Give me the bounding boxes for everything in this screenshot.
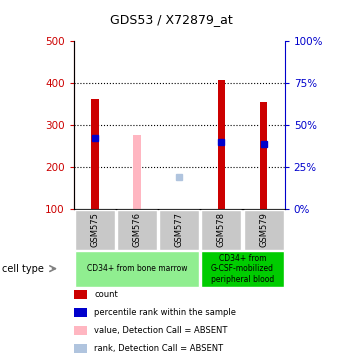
Bar (260, 102, 268, 209)
Text: GSM576: GSM576 (132, 212, 142, 247)
Text: GSM575: GSM575 (90, 212, 99, 247)
Bar (217, 80, 225, 209)
Text: percentile rank within the sample: percentile rank within the sample (94, 308, 236, 317)
Bar (91, 99, 99, 209)
Text: GSM577: GSM577 (175, 212, 184, 247)
Text: rank, Detection Call = ABSENT: rank, Detection Call = ABSENT (94, 343, 223, 353)
Text: GDS53 / X72879_at: GDS53 / X72879_at (110, 13, 233, 26)
Text: value, Detection Call = ABSENT: value, Detection Call = ABSENT (94, 326, 228, 335)
Text: CD34+ from bone marrow: CD34+ from bone marrow (87, 264, 187, 273)
Text: GSM579: GSM579 (259, 212, 268, 247)
Text: cell type: cell type (2, 263, 44, 274)
Text: count: count (94, 290, 118, 299)
Text: CD34+ from
G-CSF-mobilized
peripheral blood: CD34+ from G-CSF-mobilized peripheral bl… (211, 254, 274, 283)
Text: GSM578: GSM578 (217, 212, 226, 247)
Bar (133, 135, 141, 209)
